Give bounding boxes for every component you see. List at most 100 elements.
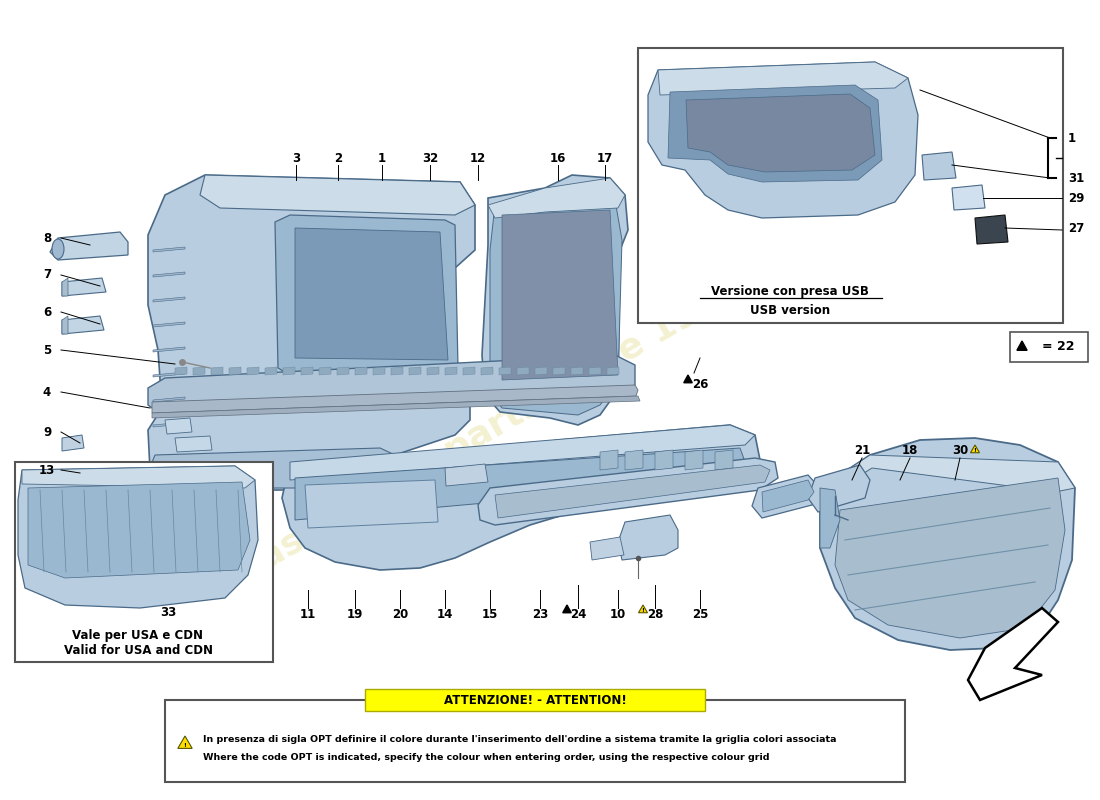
Text: 18: 18 xyxy=(902,443,918,457)
Text: = 22: = 22 xyxy=(1042,341,1075,354)
Polygon shape xyxy=(301,367,314,375)
Polygon shape xyxy=(427,367,439,375)
Bar xyxy=(165,700,905,782)
Polygon shape xyxy=(1016,341,1027,350)
Polygon shape xyxy=(152,385,638,413)
Polygon shape xyxy=(715,450,733,470)
Polygon shape xyxy=(153,247,185,252)
Polygon shape xyxy=(62,316,68,334)
Polygon shape xyxy=(820,455,1075,498)
Text: 1: 1 xyxy=(1068,131,1076,145)
Polygon shape xyxy=(638,605,648,613)
Polygon shape xyxy=(686,94,874,172)
Text: 10: 10 xyxy=(609,609,626,622)
Polygon shape xyxy=(590,537,624,560)
Polygon shape xyxy=(571,367,583,375)
Text: Valid for USA and CDN: Valid for USA and CDN xyxy=(64,643,212,657)
Polygon shape xyxy=(178,736,192,749)
Bar xyxy=(365,689,705,711)
Polygon shape xyxy=(283,367,295,375)
Polygon shape xyxy=(153,347,185,352)
Polygon shape xyxy=(482,175,628,425)
Polygon shape xyxy=(165,418,192,434)
Polygon shape xyxy=(600,450,618,470)
Text: Where the code OPT is indicated, specify the colour when entering order, using t: Where the code OPT is indicated, specify… xyxy=(204,753,770,762)
Polygon shape xyxy=(446,367,456,375)
Polygon shape xyxy=(62,316,104,334)
Polygon shape xyxy=(535,367,547,375)
Text: 1: 1 xyxy=(378,151,386,165)
Polygon shape xyxy=(685,450,703,470)
Polygon shape xyxy=(654,450,673,470)
Polygon shape xyxy=(152,396,640,418)
Polygon shape xyxy=(975,215,1008,244)
Polygon shape xyxy=(275,215,458,380)
Text: 5: 5 xyxy=(43,343,51,357)
Polygon shape xyxy=(62,278,106,296)
Polygon shape xyxy=(502,210,618,380)
Polygon shape xyxy=(490,200,622,415)
Polygon shape xyxy=(148,355,635,415)
Text: 27: 27 xyxy=(1068,222,1085,234)
Polygon shape xyxy=(355,367,367,375)
Polygon shape xyxy=(175,436,212,452)
Polygon shape xyxy=(153,297,185,302)
Polygon shape xyxy=(62,435,84,451)
Text: 30: 30 xyxy=(952,443,968,457)
Polygon shape xyxy=(607,367,619,375)
Polygon shape xyxy=(658,62,908,95)
Text: 31: 31 xyxy=(1068,171,1085,185)
Text: In presenza di sigla OPT definire il colore durante l'inserimento dell'ordine a : In presenza di sigla OPT definire il col… xyxy=(204,735,836,745)
Polygon shape xyxy=(319,367,331,375)
Polygon shape xyxy=(820,488,840,548)
Polygon shape xyxy=(390,367,403,375)
Polygon shape xyxy=(248,367,258,375)
Polygon shape xyxy=(922,152,956,180)
Polygon shape xyxy=(968,608,1058,700)
Polygon shape xyxy=(618,515,678,560)
Polygon shape xyxy=(62,278,68,296)
Polygon shape xyxy=(148,175,475,490)
Polygon shape xyxy=(211,367,223,375)
Polygon shape xyxy=(282,425,760,570)
Polygon shape xyxy=(684,375,692,382)
Text: 29: 29 xyxy=(1068,191,1085,205)
Polygon shape xyxy=(265,367,277,375)
Text: 11: 11 xyxy=(300,609,316,622)
Text: Versione con presa USB: Versione con presa USB xyxy=(711,286,869,298)
Text: 2: 2 xyxy=(334,151,342,165)
Polygon shape xyxy=(970,445,979,453)
Text: 24: 24 xyxy=(570,609,586,622)
Polygon shape xyxy=(290,425,755,480)
Polygon shape xyxy=(153,422,185,427)
Polygon shape xyxy=(625,450,644,470)
Text: 17: 17 xyxy=(597,151,613,165)
Text: 3: 3 xyxy=(292,151,300,165)
Text: 16: 16 xyxy=(550,151,566,165)
Polygon shape xyxy=(446,464,488,486)
Text: passion for parts since 1985: passion for parts since 1985 xyxy=(231,270,749,590)
Text: 28: 28 xyxy=(647,609,663,622)
Polygon shape xyxy=(153,322,185,327)
Polygon shape xyxy=(553,367,565,375)
Polygon shape xyxy=(478,458,778,525)
Text: !: ! xyxy=(184,742,186,748)
Polygon shape xyxy=(668,85,882,182)
Text: 7: 7 xyxy=(43,269,51,282)
Polygon shape xyxy=(153,272,185,277)
Polygon shape xyxy=(820,438,1075,650)
Polygon shape xyxy=(488,178,625,218)
Text: 26: 26 xyxy=(692,378,708,391)
Polygon shape xyxy=(229,367,241,375)
Text: 12: 12 xyxy=(470,151,486,165)
Polygon shape xyxy=(153,397,185,402)
Polygon shape xyxy=(952,185,984,210)
Polygon shape xyxy=(200,175,475,215)
Ellipse shape xyxy=(52,239,64,259)
Polygon shape xyxy=(648,62,918,218)
Polygon shape xyxy=(22,466,255,488)
Polygon shape xyxy=(305,480,438,528)
Text: 23: 23 xyxy=(532,609,548,622)
Text: 33: 33 xyxy=(160,606,176,618)
Text: 4: 4 xyxy=(43,386,51,398)
